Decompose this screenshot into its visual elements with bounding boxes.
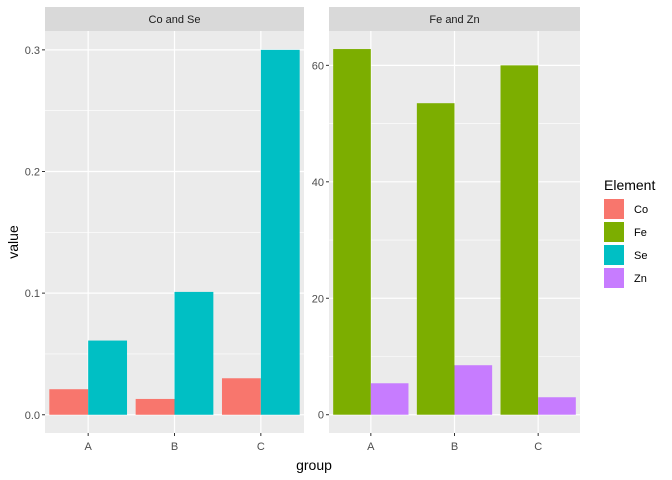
bar-co-a (49, 389, 89, 415)
x-tick-label: B (451, 441, 458, 453)
facets-layer: Co and Se 0.0 0.1 0.2 0.3 A B C Fe and Zn 0 20 40 60… (25, 7, 580, 453)
legend-key-zn (604, 268, 624, 288)
y-tick-label: 40 (312, 177, 324, 189)
facet-strip (45, 7, 304, 31)
x-tick-label: B (171, 441, 178, 453)
bar-fe-c (500, 65, 539, 415)
bar-se-a (88, 340, 128, 415)
y-tick-label: 0.0 (25, 410, 40, 422)
legend: Element Co Fe Se Zn (604, 177, 655, 288)
bar-zn-b (454, 365, 493, 415)
bar-zn-c (538, 397, 576, 415)
y-tick-label: 0 (318, 410, 324, 422)
facet-strip (329, 7, 580, 31)
bar-fe-b (416, 103, 455, 415)
facet-panel-2: Fe and Zn 0 20 40 60 A B C (312, 7, 580, 453)
legend-title: Element (604, 177, 655, 193)
bar-zn-a (370, 383, 409, 415)
bar-co-b (135, 398, 175, 415)
facet-strip-label: Fe and Zn (429, 14, 479, 26)
x-tick-label: C (534, 441, 542, 453)
legend-label-fe: Fe (634, 227, 647, 239)
x-tick-label: A (367, 441, 375, 453)
y-tick-label: 0.2 (25, 166, 40, 178)
legend-label-co: Co (634, 204, 648, 216)
bar-se-c (260, 49, 300, 415)
y-tick-label: 0.3 (25, 45, 40, 57)
y-axis-title: value (5, 225, 21, 259)
bar-co-c (221, 378, 261, 415)
y-tick-label: 0.1 (25, 288, 40, 300)
y-tick-label: 60 (312, 60, 324, 72)
facet-strip-label: Co and Se (149, 14, 201, 26)
legend-key-fe (604, 222, 624, 242)
legend-label-se: Se (634, 250, 647, 262)
y-tick-label: 20 (312, 293, 324, 305)
x-axis-title: group (296, 457, 332, 473)
x-tick-label: C (257, 441, 265, 453)
legend-key-co (604, 199, 624, 219)
legend-key-se (604, 245, 624, 265)
facet-panel-1: Co and Se 0.0 0.1 0.2 0.3 A B C (25, 7, 304, 453)
bar-fe-a (333, 49, 371, 415)
x-tick-label: A (84, 441, 92, 453)
bar-se-b (174, 291, 214, 415)
legend-label-zn: Zn (634, 273, 647, 285)
legend-entries: Co Fe Se Zn (604, 199, 648, 288)
